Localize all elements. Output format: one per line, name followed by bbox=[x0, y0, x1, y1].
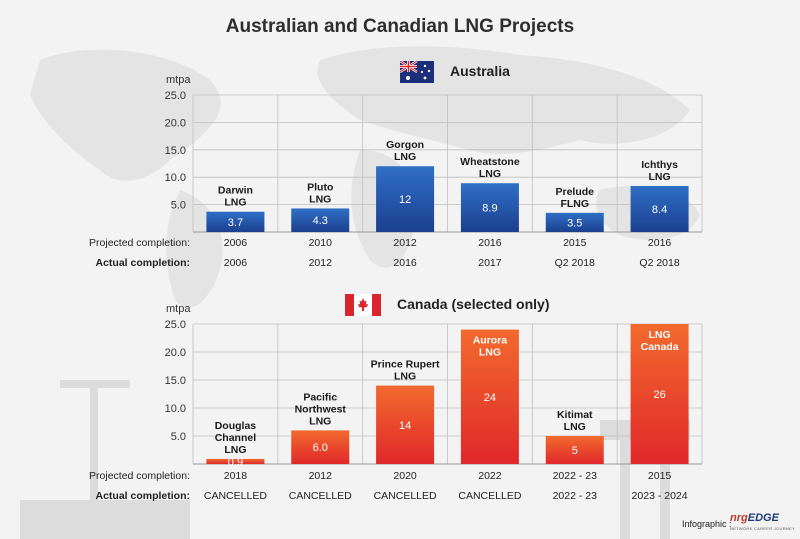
actual-completion-value: Q2 2018 bbox=[555, 257, 595, 269]
bar bbox=[630, 324, 689, 464]
y-axis-unit-label: mtpa bbox=[166, 303, 191, 315]
y-tick-label: 15.0 bbox=[165, 375, 186, 387]
bar bbox=[460, 183, 519, 232]
bar-value-label: 4.3 bbox=[313, 215, 328, 227]
brand-logo: nrgEDGE bbox=[730, 512, 779, 524]
bar-value-label: 8.9 bbox=[482, 203, 497, 215]
australia-panel: Australia mtpa 5.0 10.0 15.0 20.0 25.0 3.7 Darw… bbox=[0, 55, 800, 275]
projected-completion-value: 2018 bbox=[224, 470, 248, 482]
actual-completion-value: 2012 bbox=[309, 257, 333, 269]
actual-completion-value: CANCELLED bbox=[458, 490, 521, 502]
actual-completion-value: 2022 - 23 bbox=[553, 490, 598, 502]
actual-completion-value: 2006 bbox=[224, 257, 248, 269]
y-tick-label: 25.0 bbox=[165, 319, 186, 331]
brand-part-a: nrg bbox=[730, 512, 748, 524]
bar-category-label: Prince Rupert LNG bbox=[371, 359, 440, 383]
canada-panel: Canada (selected only) mtpa 5.0 10.0 15.0 20… bbox=[0, 286, 800, 508]
bar bbox=[206, 458, 265, 464]
y-tick-label: 25.0 bbox=[165, 90, 186, 102]
actual-completion-value: 2023 - 2024 bbox=[632, 490, 688, 502]
bar-value-label: 26 bbox=[653, 389, 665, 401]
bar-category-label: Pluto LNG bbox=[307, 181, 333, 205]
projected-completion-value: 2012 bbox=[393, 237, 417, 249]
bar bbox=[376, 166, 435, 232]
page-title: Australian and Canadian LNG Projects bbox=[225, 16, 575, 37]
projected-completion-value: 2016 bbox=[478, 237, 502, 249]
bar bbox=[545, 212, 604, 232]
bar-category-label: Wheatstone LNG bbox=[460, 156, 520, 180]
projected-completion-value: 2022 bbox=[478, 470, 502, 482]
bar-value-label: 5 bbox=[572, 445, 578, 457]
bar-category-label: Douglas Channel LNG bbox=[215, 420, 257, 456]
bar bbox=[291, 430, 350, 464]
projected-completion-value: 2020 bbox=[393, 470, 417, 482]
actual-completion-value: Q2 2018 bbox=[639, 257, 679, 269]
projected-completion-value: 2015 bbox=[648, 470, 672, 482]
bar-category-label: LNG Canada bbox=[641, 329, 679, 353]
actual-completion-value: CANCELLED bbox=[374, 490, 437, 502]
actual-completion-label: Actual completion: bbox=[95, 490, 190, 502]
bar-value-label: 0.9 bbox=[228, 456, 243, 468]
actual-completion-value: 2017 bbox=[478, 257, 502, 269]
australia-heading: Australia bbox=[450, 63, 510, 79]
bar-category-label: Prelude FLNG bbox=[555, 186, 594, 210]
bar-value-label: 14 bbox=[399, 420, 411, 432]
canada-heading: Canada (selected only) bbox=[397, 296, 550, 312]
bar bbox=[460, 329, 519, 464]
brand-tagline: NETWORK CAREER JOURNEY bbox=[730, 526, 796, 531]
actual-completion-label: Actual completion: bbox=[95, 257, 190, 269]
projected-completion-value: 2016 bbox=[648, 237, 672, 249]
bar bbox=[291, 208, 350, 232]
y-tick-label: 10.0 bbox=[165, 403, 186, 415]
bar-category-label: Pacific Northwest LNG bbox=[295, 391, 347, 427]
projected-completion-label: Projected completion: bbox=[89, 470, 190, 482]
bar-value-label: 3.5 bbox=[567, 217, 582, 229]
y-tick-label: 15.0 bbox=[165, 145, 186, 157]
infographic-label: Infographic : bbox=[682, 519, 732, 529]
y-tick-label: 10.0 bbox=[165, 172, 186, 184]
projected-completion-value: 2015 bbox=[563, 237, 587, 249]
bar-value-label: 8.4 bbox=[652, 204, 667, 216]
y-axis-unit-label: mtpa bbox=[166, 74, 191, 86]
projected-completion-value: 2010 bbox=[309, 237, 333, 249]
bar-value-label: 12 bbox=[399, 194, 411, 206]
bar-category-label: Darwin LNG bbox=[218, 185, 253, 209]
y-tick-label: 20.0 bbox=[165, 117, 186, 129]
bar-category-label: Aurora LNG bbox=[473, 335, 508, 359]
bar bbox=[376, 385, 435, 464]
actual-completion-value: CANCELLED bbox=[204, 490, 267, 502]
y-tick-label: 5.0 bbox=[171, 431, 186, 443]
projected-completion-value: 2022 - 23 bbox=[553, 470, 598, 482]
y-tick-label: 5.0 bbox=[171, 200, 186, 212]
projected-completion-value: 2006 bbox=[224, 237, 248, 249]
projected-completion-value: 2012 bbox=[309, 470, 333, 482]
bar bbox=[545, 436, 604, 464]
australia-bar-chart: mtpa 5.0 10.0 15.0 20.0 25.0 3.7 Darwin LNG 2006 2… bbox=[89, 74, 703, 269]
actual-completion-value: 2016 bbox=[393, 257, 417, 269]
projected-completion-label: Projected completion: bbox=[89, 237, 190, 249]
y-tick-label: 20.0 bbox=[165, 347, 186, 359]
bar-category-label: Ichthys LNG bbox=[641, 159, 678, 183]
bar-category-label: Kitimat LNG bbox=[557, 409, 593, 433]
bar-value-label: 3.7 bbox=[228, 217, 243, 229]
bar-value-label: 6.0 bbox=[313, 442, 328, 454]
brand-part-b: EDGE bbox=[747, 512, 779, 524]
bar bbox=[630, 185, 689, 232]
bar-category-label: Gorgon LNG bbox=[386, 139, 424, 163]
actual-completion-value: CANCELLED bbox=[289, 490, 352, 502]
bar-value-label: 24 bbox=[484, 392, 496, 404]
bar bbox=[206, 211, 265, 232]
